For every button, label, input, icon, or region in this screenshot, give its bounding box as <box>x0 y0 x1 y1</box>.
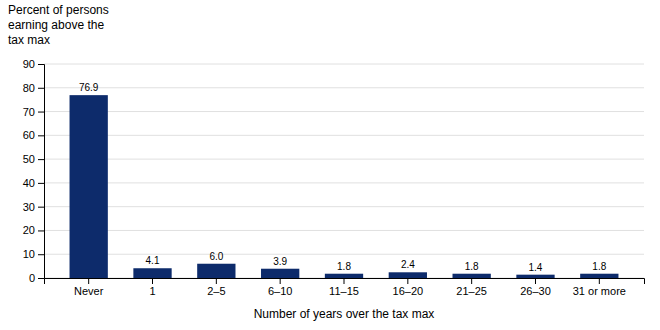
y-label: Percent of personsearning above thetax m… <box>8 3 109 47</box>
grid-line <box>44 64 644 65</box>
grid-line <box>44 206 644 207</box>
x-tick: 31 or more <box>573 278 626 297</box>
grid <box>44 64 644 278</box>
y-tick: 80 <box>23 82 44 94</box>
bar <box>133 268 171 278</box>
data-label: 4.1 <box>146 255 160 266</box>
x-tick-mark <box>599 278 600 284</box>
y-tick-mark <box>38 278 44 279</box>
plot: 0 10 20 30 40 50 60 70 80 90 Never 1 2–5 6–10 11–15 16–… <box>23 58 645 321</box>
grid-line <box>44 230 644 231</box>
x-tick: 26–30 <box>520 278 551 297</box>
x-tick-mark <box>471 278 472 284</box>
bar <box>261 269 299 278</box>
grid-line <box>44 135 644 136</box>
bar <box>389 272 427 278</box>
data-label: 1.8 <box>337 261 351 272</box>
y-label-line: Percent of persons <box>8 3 109 17</box>
y-tick-label: 80 <box>23 82 35 94</box>
y-tick: 40 <box>23 177 44 189</box>
x-label: Number of years over the tax max <box>254 307 435 321</box>
data-label: 2.4 <box>401 259 415 270</box>
y-tick-label: 60 <box>23 129 35 141</box>
x-tick-label: 1 <box>149 285 155 297</box>
y-tick-mark <box>38 207 44 208</box>
y-label-line: tax max <box>8 33 50 47</box>
x-tick-label: 6–10 <box>268 285 292 297</box>
grid-line <box>44 87 644 88</box>
x-tick-mark <box>152 278 153 284</box>
x-tick: 21–25 <box>456 278 487 297</box>
y-tick: 10 <box>23 248 44 260</box>
y-tick-label: 30 <box>23 201 35 213</box>
y-tick: 30 <box>23 201 44 213</box>
data-label: 6.0 <box>209 251 223 262</box>
y-tick: 50 <box>23 153 44 165</box>
grid-line <box>44 111 644 112</box>
bars <box>70 95 619 278</box>
x-tick-mark <box>535 278 536 284</box>
y-axis: 0 10 20 30 40 50 60 70 80 90 <box>23 58 45 284</box>
x-tick-mark <box>344 278 345 284</box>
x-tick-label: 31 or more <box>573 285 626 297</box>
data-label: 1.4 <box>529 262 543 273</box>
y-tick-label: 0 <box>29 272 35 284</box>
bar <box>516 275 554 278</box>
x-tick: Never <box>74 278 104 297</box>
y-tick-mark <box>38 159 44 160</box>
x-tick-mark <box>216 278 217 284</box>
y-tick: 60 <box>23 129 44 141</box>
x-tick: 6–10 <box>268 278 292 297</box>
y-tick-mark <box>38 112 44 113</box>
grid-line <box>44 254 644 255</box>
y-tick-label: 40 <box>23 177 35 189</box>
x-tick-mark <box>407 278 408 284</box>
y-tick: 0 <box>29 272 44 284</box>
bar <box>70 95 108 278</box>
data-label: 76.9 <box>79 82 99 93</box>
y-tick-label: 20 <box>23 224 35 236</box>
data-labels: 76.9 4.1 6.0 3.9 1.8 2.4 1.8 1.4 1.8 <box>79 82 607 273</box>
y-tick-label: 10 <box>23 248 35 260</box>
y-tick: 90 <box>23 58 44 70</box>
y-tick-label: 90 <box>23 58 35 70</box>
x-tick-label: 11–15 <box>329 285 359 297</box>
y-tick-label: 50 <box>23 153 35 165</box>
x-tick-label: 21–25 <box>456 285 487 297</box>
grid-line <box>44 159 644 160</box>
y-tick-mark <box>38 64 44 65</box>
x-tick: 11–15 <box>329 278 359 297</box>
bar <box>453 274 491 278</box>
bar <box>325 274 363 278</box>
x-tick-label: 16–20 <box>393 285 424 297</box>
y-tick-mark <box>38 183 44 184</box>
y-label-line: earning above the <box>8 18 104 32</box>
data-label: 3.9 <box>273 256 287 267</box>
x-tick-mark <box>280 278 281 284</box>
y-tick-mark <box>38 135 44 136</box>
x-tick: 1 <box>149 278 155 297</box>
y-tick-mark <box>38 254 44 255</box>
x-tick-label: 26–30 <box>520 285 551 297</box>
y-axis-line <box>38 65 45 279</box>
x-tick-mark <box>88 278 89 284</box>
x-axis-line <box>45 279 645 285</box>
x-tick-label: 2–5 <box>207 285 225 297</box>
grid-line <box>44 182 644 183</box>
y-tick-mark <box>38 230 44 231</box>
data-label: 1.8 <box>465 261 479 272</box>
x-tick: 2–5 <box>207 278 225 297</box>
x-tick-label: Never <box>74 285 104 297</box>
bar <box>197 264 235 278</box>
chart: Percent of personsearning above thetax m… <box>0 0 660 330</box>
data-label: 1.8 <box>592 261 606 272</box>
bar <box>580 274 618 278</box>
y-tick-label: 70 <box>23 106 35 118</box>
y-tick-mark <box>38 88 44 89</box>
y-tick: 20 <box>23 224 44 236</box>
x-tick: 16–20 <box>393 278 424 297</box>
x-axis: Never 1 2–5 6–10 11–15 16–20 21–25 26–30 31 or m… <box>45 278 645 297</box>
y-tick: 70 <box>23 106 44 118</box>
